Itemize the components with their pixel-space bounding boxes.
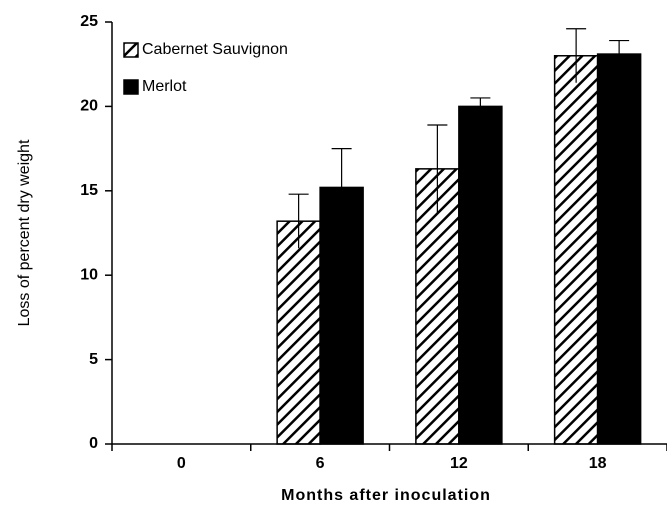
legend-swatch	[123, 42, 139, 58]
bar	[553, 55, 599, 445]
error-bar	[427, 124, 448, 213]
bar	[458, 105, 503, 445]
legend-swatch	[123, 79, 139, 95]
error-bar	[288, 193, 309, 249]
x-tick-label: 6	[316, 455, 325, 472]
y-tick-label: 25	[80, 13, 98, 30]
error-bar	[609, 39, 630, 68]
x-axis-label: Months after inoculation	[281, 487, 491, 504]
y-tick-label: 10	[80, 266, 98, 283]
bar	[276, 220, 321, 445]
y-tick-label: 20	[80, 98, 98, 115]
error-bar	[470, 97, 491, 115]
y-axis-label: Loss of percent dry weight	[16, 139, 33, 326]
y-tick-label: 5	[89, 351, 98, 368]
x-tick-label: 18	[589, 455, 607, 472]
error-bar	[331, 148, 352, 227]
y-tick-label: 15	[80, 182, 98, 199]
y-tick-label: 0	[89, 435, 98, 452]
x-tick-label: 12	[450, 455, 468, 472]
error-bar	[566, 28, 587, 83]
legend-label: Merlot	[142, 78, 187, 95]
x-tick-label: 0	[177, 455, 186, 472]
bar	[319, 186, 364, 445]
legend-label: Cabernet Sauvignon	[142, 41, 288, 58]
bar	[596, 53, 642, 445]
